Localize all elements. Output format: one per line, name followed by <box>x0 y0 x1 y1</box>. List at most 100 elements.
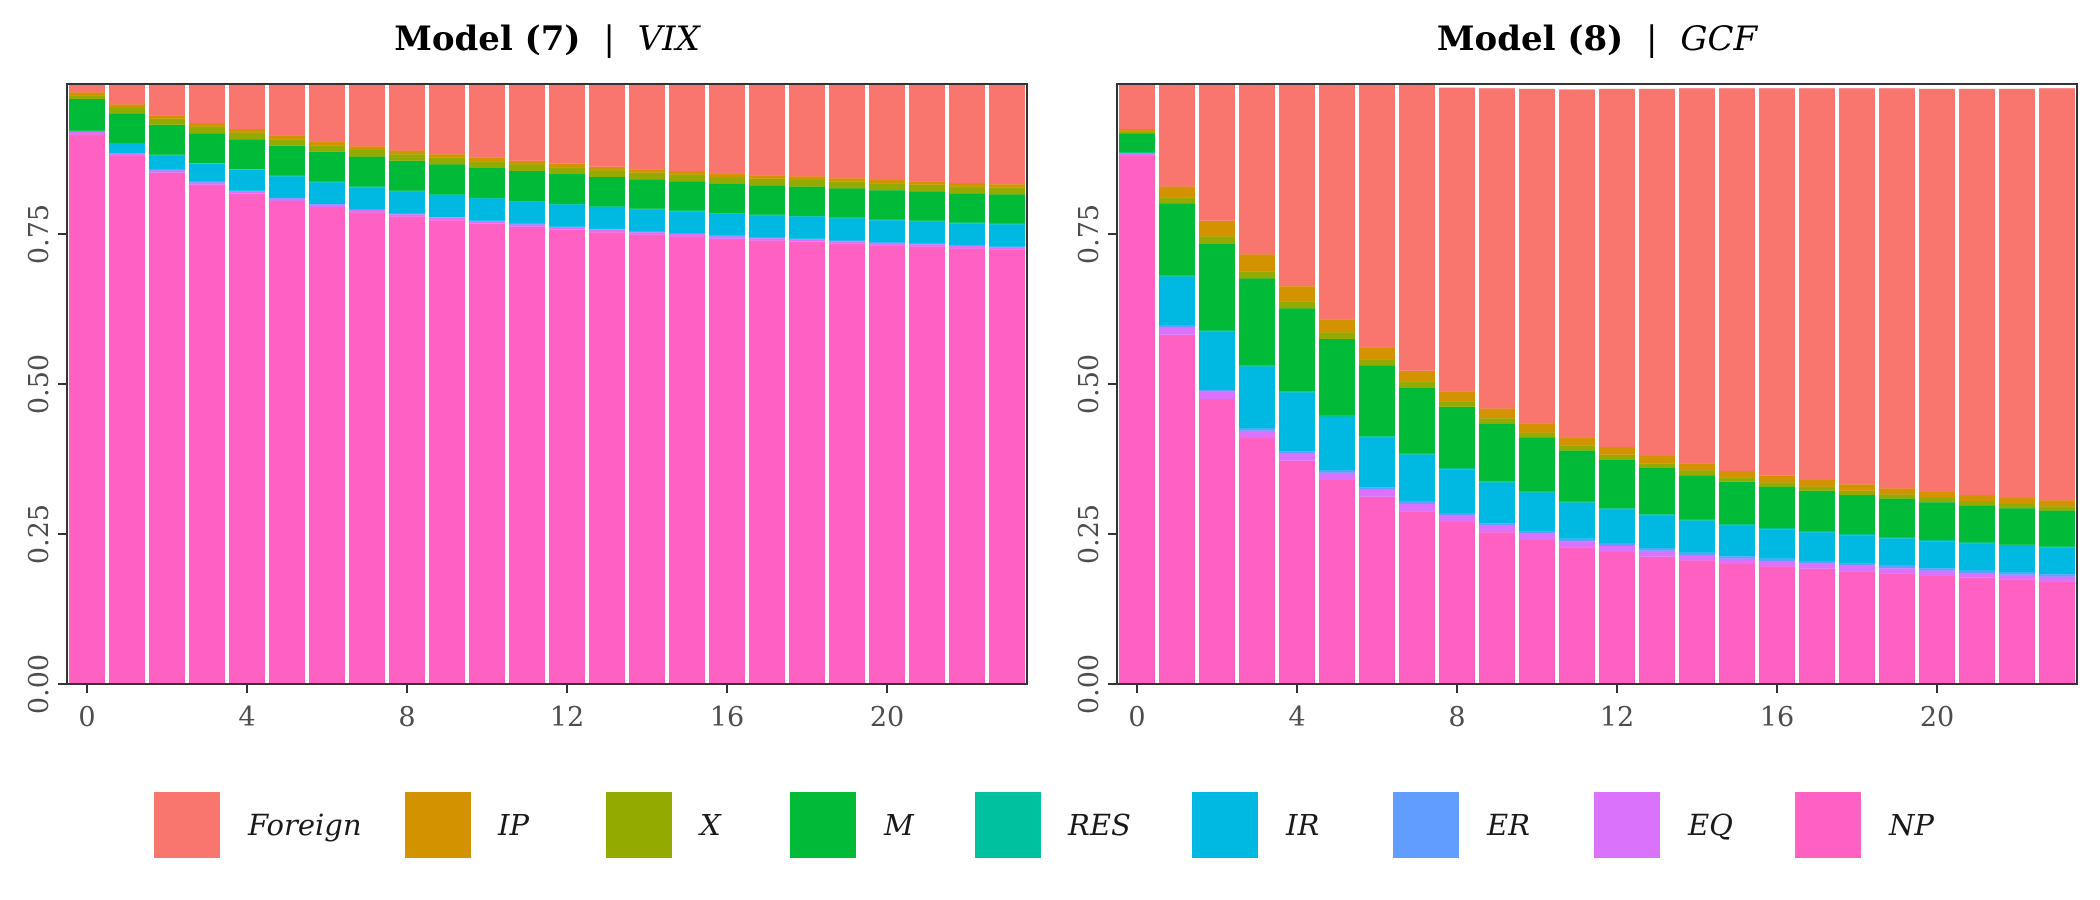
bar-segment-m <box>1119 133 1155 153</box>
bar-segment-ir <box>1159 276 1195 326</box>
bar-segment-foreign <box>1239 84 1275 255</box>
bar-segment-np <box>589 232 625 684</box>
x-tick-label: 16 <box>1760 702 1794 733</box>
bar-segment-np <box>1119 156 1155 684</box>
bar-segment-x <box>149 118 185 125</box>
bar-segment-res <box>1719 524 1755 526</box>
bar-segment-ir <box>189 163 225 182</box>
legend-key-m <box>790 792 856 858</box>
bar-segment-foreign <box>229 84 265 129</box>
bar-segment-eq <box>509 224 545 227</box>
bar-segment-m <box>1919 502 1955 540</box>
panel-title-variable: GCF <box>1680 19 1758 59</box>
bar-segment-x <box>1319 332 1355 339</box>
bar-segment-er <box>1519 531 1555 534</box>
bar-segment-ip <box>1559 437 1595 446</box>
bar-segment-res <box>1319 415 1355 417</box>
bar-segment-ir <box>869 220 905 243</box>
bar-segment-np <box>1319 480 1355 684</box>
x-tick-label: 4 <box>1288 702 1305 733</box>
bar-segment-np <box>189 184 225 685</box>
legend-label-res: RES <box>1067 808 1131 842</box>
bar-segment-eq <box>1279 453 1315 461</box>
x-tick-label: 12 <box>550 702 584 733</box>
bar-segment-np <box>1479 532 1515 684</box>
bar-segment-er <box>1199 390 1235 392</box>
panel-title-variable: VIX <box>638 19 702 59</box>
bar-segment-res <box>1559 501 1595 503</box>
bar-segment-m <box>389 160 425 191</box>
bar-segment-eq <box>829 241 865 244</box>
bar-segment-ip <box>2039 500 2075 507</box>
bar-segment-eq <box>709 236 745 239</box>
bar-segment-foreign <box>1959 88 1995 496</box>
legend-label-np: NP <box>1888 808 1934 842</box>
panel-border <box>66 83 1028 685</box>
bar-segment-ir <box>789 216 825 239</box>
bar-segment-res <box>909 220 945 222</box>
bar-segment-np <box>1239 438 1275 684</box>
bar-segment-ip <box>1359 347 1395 360</box>
bar-segment-ip <box>1919 492 1955 498</box>
bar-segment-res <box>1919 540 1955 542</box>
bar-segment-ip <box>1679 463 1715 471</box>
bar-segment-res <box>309 181 345 183</box>
bar-segment-res <box>829 217 865 219</box>
bar-segment-foreign <box>749 84 785 176</box>
bar-segment-ir <box>109 144 145 153</box>
bar-segment-er <box>1399 501 1435 504</box>
bar-segment-eq <box>629 232 665 235</box>
bar-segment-er <box>269 198 305 199</box>
bar-segment-x <box>1879 494 1915 499</box>
bar-segment-np <box>1759 566 1795 684</box>
bar-segment-x <box>1679 470 1715 476</box>
bar-segment-x <box>429 157 465 165</box>
bar-segment-m <box>1159 203 1195 276</box>
bar-segment-eq <box>989 247 1025 250</box>
legend-key-x <box>606 792 672 858</box>
bar-segment-ip <box>1399 370 1435 382</box>
bar-segment-er <box>1479 523 1515 526</box>
bar-segment-np <box>509 226 545 685</box>
bar-segment-er <box>109 153 145 154</box>
bar-segment-ip <box>469 157 505 162</box>
bar-segment-foreign <box>989 84 1025 185</box>
bar-segment-er <box>69 131 105 132</box>
bar-segment-m <box>149 124 185 155</box>
bar-segment-np <box>1199 399 1235 684</box>
bar-segment-foreign <box>189 84 225 123</box>
bar-segment-x <box>1119 131 1155 134</box>
bar-segment-ip <box>1519 423 1555 433</box>
bar-segment-res <box>1519 491 1555 493</box>
y-tick-label: 0.50 <box>24 354 55 414</box>
bar-segment-res <box>949 222 985 224</box>
bar-segment-foreign <box>1479 88 1515 409</box>
bar-segment-foreign <box>669 84 705 171</box>
bar-segment-x <box>189 126 225 134</box>
bar-segment-er <box>1719 556 1755 559</box>
bar-segment-np <box>709 238 745 685</box>
bar-segment-ir <box>1679 520 1715 553</box>
x-tick-label: 0 <box>1128 702 1145 733</box>
bar-segment-er <box>1559 538 1595 542</box>
bar-segment-ir <box>1839 535 1875 564</box>
bar-segment-eq <box>1559 541 1595 548</box>
bar-segment-np <box>429 220 465 684</box>
bar-segment-er <box>1439 513 1475 516</box>
bar-segment-np <box>1159 334 1195 684</box>
bar-segment-foreign <box>309 84 345 142</box>
bar-segment-foreign <box>1679 88 1715 464</box>
bar-segment-res <box>629 208 665 210</box>
bar-segment-ir <box>1919 541 1955 569</box>
bar-segment-er <box>1799 561 1835 564</box>
bar-segment-foreign <box>1439 87 1475 392</box>
bar-segment-res <box>469 198 505 199</box>
bar-segment-m <box>1879 498 1915 537</box>
bar-segment-foreign <box>709 84 745 174</box>
bar-segment-ip <box>1319 319 1355 333</box>
bar-segment-ir <box>1279 392 1315 452</box>
bar-segment-eq <box>949 246 985 249</box>
bar-segment-er <box>1999 572 2035 575</box>
bar-segment-foreign <box>1639 88 1675 457</box>
bar-segment-foreign <box>1319 84 1355 320</box>
